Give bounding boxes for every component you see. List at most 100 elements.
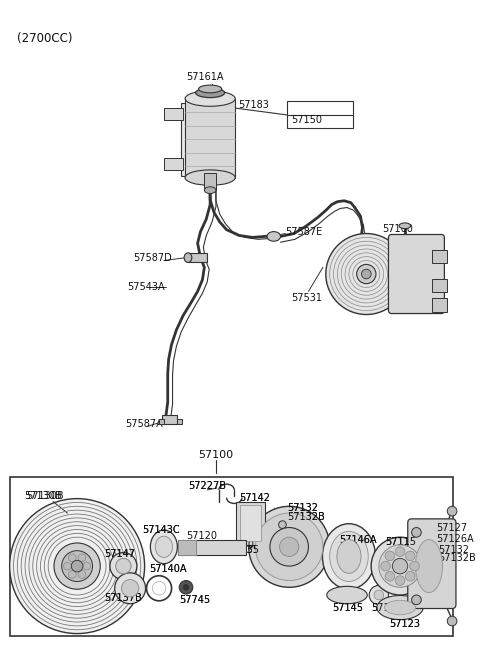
Text: 57140A: 57140A <box>149 564 187 574</box>
Text: 57124: 57124 <box>371 603 402 613</box>
Ellipse shape <box>199 85 222 92</box>
Circle shape <box>10 499 144 634</box>
Ellipse shape <box>416 540 443 592</box>
Text: 57146A: 57146A <box>339 535 377 545</box>
Text: 57745: 57745 <box>180 595 210 605</box>
Text: 57120: 57120 <box>186 531 217 541</box>
Text: 57137B: 57137B <box>104 593 142 603</box>
Circle shape <box>183 584 189 590</box>
Text: 57143C: 57143C <box>143 525 180 535</box>
Ellipse shape <box>185 170 235 186</box>
Text: 57100: 57100 <box>198 450 233 461</box>
Circle shape <box>385 571 395 581</box>
Bar <box>159 419 164 424</box>
Text: 57587D: 57587D <box>133 253 172 262</box>
Text: 57126A: 57126A <box>436 534 473 544</box>
Text: 57143C: 57143C <box>143 525 180 535</box>
Circle shape <box>447 616 457 626</box>
Text: 57531: 57531 <box>291 293 322 303</box>
Circle shape <box>187 155 203 171</box>
Text: 57135: 57135 <box>228 544 260 555</box>
Text: 57147: 57147 <box>104 548 135 558</box>
Text: 57115: 57115 <box>385 537 417 547</box>
Circle shape <box>406 571 415 581</box>
Circle shape <box>279 537 299 556</box>
Ellipse shape <box>83 562 91 570</box>
Text: 57142: 57142 <box>239 493 270 502</box>
Bar <box>185 98 235 178</box>
Circle shape <box>121 580 139 597</box>
Circle shape <box>361 269 371 279</box>
Ellipse shape <box>155 536 172 558</box>
Circle shape <box>410 562 420 571</box>
Circle shape <box>191 159 199 167</box>
FancyBboxPatch shape <box>164 158 183 170</box>
Ellipse shape <box>377 596 423 620</box>
FancyBboxPatch shape <box>388 234 444 314</box>
Bar <box>287 102 353 129</box>
Ellipse shape <box>184 253 192 262</box>
Text: 57132: 57132 <box>287 503 318 513</box>
Ellipse shape <box>150 530 178 564</box>
Ellipse shape <box>64 562 72 570</box>
Text: 57115: 57115 <box>385 537 417 547</box>
Text: 57120: 57120 <box>224 540 254 550</box>
Circle shape <box>395 576 405 585</box>
Bar <box>432 250 447 264</box>
FancyBboxPatch shape <box>181 104 208 176</box>
FancyBboxPatch shape <box>179 540 196 556</box>
Circle shape <box>54 543 100 589</box>
Ellipse shape <box>204 187 216 194</box>
Text: 57137B: 57137B <box>104 593 142 603</box>
Text: 57145: 57145 <box>333 603 363 613</box>
Circle shape <box>412 595 421 605</box>
Ellipse shape <box>267 232 280 241</box>
Bar <box>432 298 447 312</box>
Circle shape <box>447 506 457 516</box>
Text: 57132: 57132 <box>287 503 318 513</box>
Text: 57132B: 57132B <box>287 512 325 522</box>
Circle shape <box>110 552 137 580</box>
Circle shape <box>374 590 384 600</box>
Text: 57745: 57745 <box>180 595 210 605</box>
FancyBboxPatch shape <box>179 540 246 556</box>
Ellipse shape <box>78 554 86 562</box>
Ellipse shape <box>69 554 76 562</box>
Text: 57132B: 57132B <box>439 554 476 564</box>
Circle shape <box>406 551 415 561</box>
Circle shape <box>191 111 199 119</box>
Ellipse shape <box>384 600 416 615</box>
Text: 57587E: 57587E <box>285 226 323 237</box>
Text: 57183: 57183 <box>238 100 269 110</box>
Ellipse shape <box>323 523 375 589</box>
Text: (2700CC): (2700CC) <box>17 32 73 45</box>
Text: 57140A: 57140A <box>149 564 187 574</box>
Circle shape <box>381 562 390 571</box>
Text: 57100: 57100 <box>382 224 413 234</box>
Text: 57132: 57132 <box>439 544 469 555</box>
Circle shape <box>255 513 323 581</box>
Circle shape <box>369 585 388 605</box>
Text: 57142: 57142 <box>239 493 270 502</box>
Ellipse shape <box>69 571 76 579</box>
Bar <box>432 279 447 293</box>
Text: 57135: 57135 <box>228 544 260 555</box>
Circle shape <box>187 107 203 123</box>
Text: 57127: 57127 <box>436 523 467 533</box>
Ellipse shape <box>78 571 86 579</box>
Circle shape <box>395 547 405 556</box>
Text: 57123: 57123 <box>389 619 420 629</box>
Ellipse shape <box>196 88 225 98</box>
Circle shape <box>116 558 131 574</box>
Bar <box>178 419 182 424</box>
Circle shape <box>146 576 171 601</box>
FancyBboxPatch shape <box>240 505 261 541</box>
FancyBboxPatch shape <box>236 502 265 545</box>
Circle shape <box>385 551 395 561</box>
Text: 57123: 57123 <box>389 619 420 629</box>
Circle shape <box>180 581 193 594</box>
Circle shape <box>270 527 309 566</box>
Bar <box>204 173 216 190</box>
Bar <box>162 415 178 424</box>
Ellipse shape <box>185 91 235 106</box>
